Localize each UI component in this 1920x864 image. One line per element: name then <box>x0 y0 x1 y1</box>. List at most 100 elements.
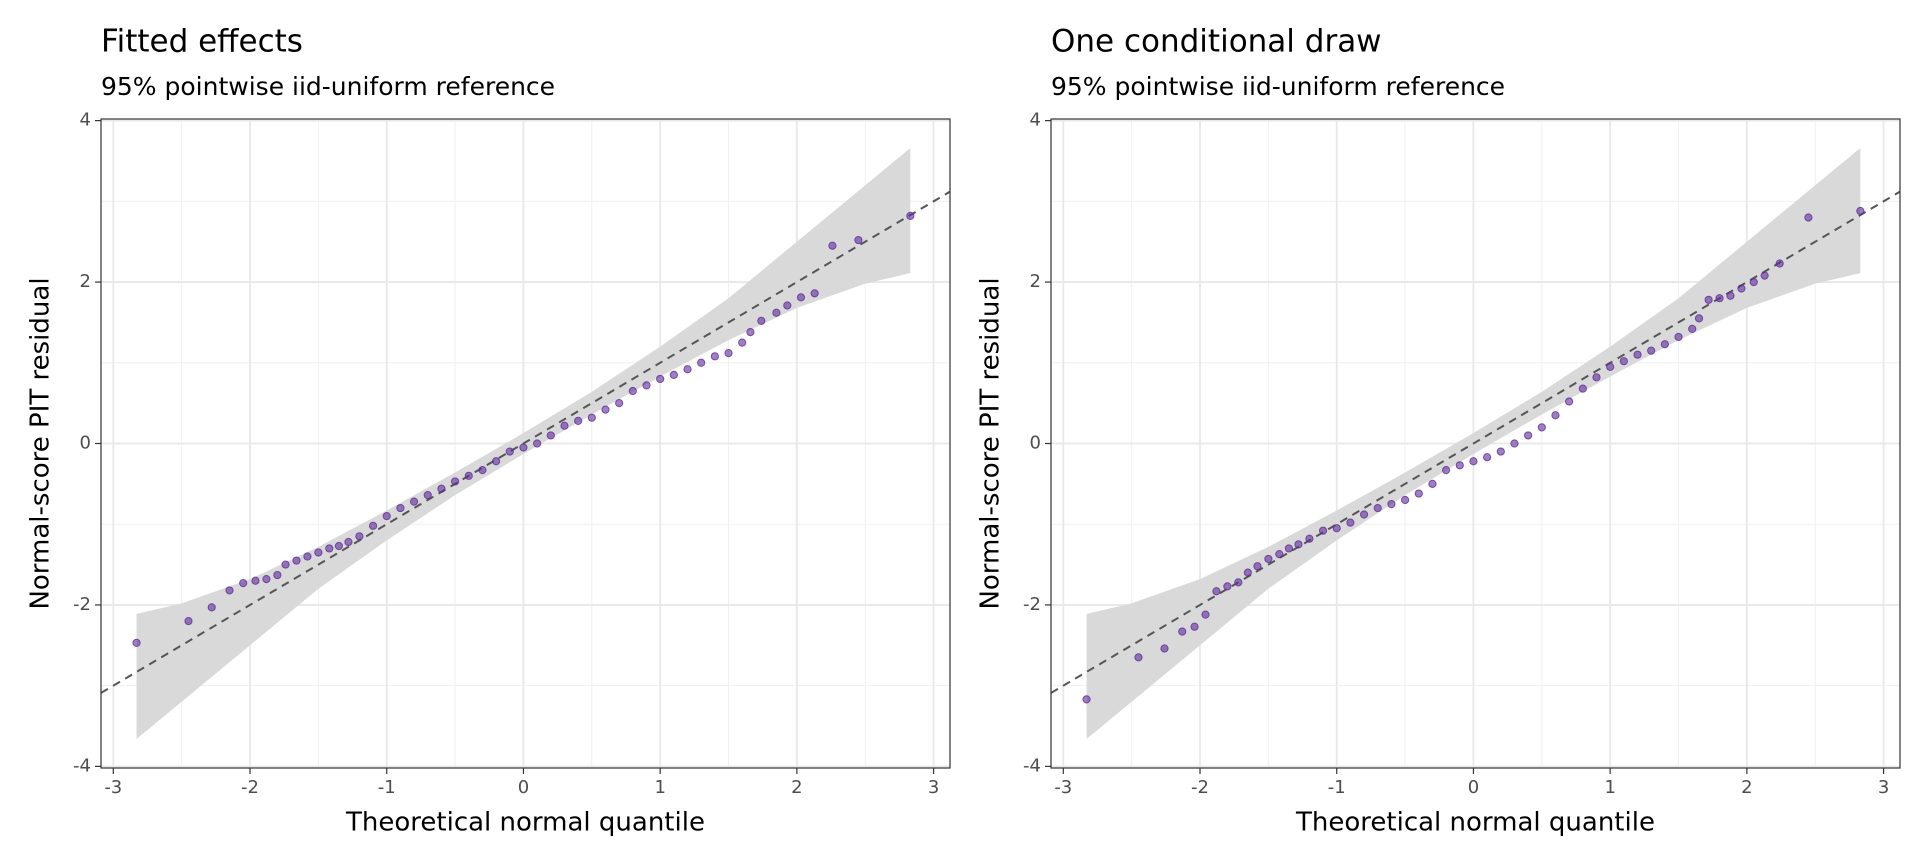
point <box>1619 357 1628 366</box>
point <box>239 579 248 588</box>
point <box>1715 294 1724 303</box>
point <box>478 466 487 475</box>
y-axis-title: Normal-score PIT residual <box>976 277 1006 609</box>
point <box>546 431 555 440</box>
point <box>1760 271 1769 280</box>
y-tick-label: -2 <box>1023 594 1041 615</box>
point <box>1428 479 1437 488</box>
point <box>1647 346 1656 355</box>
point <box>292 556 301 565</box>
panel-subtitle: 95% pointwise iid-uniform reference <box>101 72 555 101</box>
point <box>642 381 651 390</box>
point <box>1856 206 1865 216</box>
point <box>314 548 323 557</box>
point <box>382 512 391 521</box>
plot-border <box>100 118 951 769</box>
point <box>724 348 733 358</box>
point <box>1134 653 1143 662</box>
point <box>450 477 460 486</box>
point <box>628 386 637 396</box>
point <box>1178 627 1187 636</box>
point <box>615 399 624 408</box>
point <box>1606 362 1615 371</box>
x-tick-label: 3 <box>1878 777 1889 798</box>
x-tick-label: 0 <box>1468 777 1479 798</box>
panel: One conditional draw 95% pointwise iid-un… <box>976 24 1901 838</box>
point <box>1400 495 1410 505</box>
point <box>396 503 405 513</box>
point <box>1694 314 1704 323</box>
point <box>1414 489 1423 498</box>
point <box>656 374 665 384</box>
point <box>1688 324 1697 333</box>
point <box>1524 431 1533 440</box>
point <box>1253 562 1262 571</box>
x-tick-label: -3 <box>1054 777 1072 798</box>
point <box>796 293 806 302</box>
point <box>1264 554 1273 564</box>
point <box>273 570 282 580</box>
point <box>1212 587 1221 596</box>
point <box>1332 524 1341 533</box>
point <box>1510 439 1519 448</box>
point <box>828 241 837 250</box>
point <box>325 544 334 553</box>
point <box>519 443 528 452</box>
point <box>601 405 610 414</box>
point <box>344 537 353 547</box>
y-tick-label: 0 <box>1030 433 1041 454</box>
x-tick-label: -2 <box>1191 777 1209 798</box>
point <box>132 638 141 647</box>
point <box>1387 499 1396 509</box>
point <box>1674 332 1683 342</box>
point <box>533 439 542 448</box>
point <box>710 352 719 361</box>
y-axis-title: Normal-score PIT residual <box>26 277 56 609</box>
point <box>1737 284 1746 293</box>
point <box>251 576 260 585</box>
point <box>1082 695 1091 704</box>
point <box>303 552 312 561</box>
point <box>1469 457 1478 466</box>
point <box>464 471 473 480</box>
point <box>207 603 216 612</box>
point <box>746 328 755 337</box>
point <box>1578 384 1587 393</box>
x-axis-title: Theoretical normal quantile <box>1295 808 1655 838</box>
y-tick-label: 4 <box>1030 110 1041 131</box>
point <box>1660 340 1669 349</box>
y-tick-label: 2 <box>1030 271 1041 292</box>
panel-subtitle: 95% pointwise iid-uniform reference <box>1051 72 1505 101</box>
x-tick-label: 2 <box>1741 777 1752 798</box>
point <box>1483 453 1492 462</box>
point <box>1592 373 1601 382</box>
point <box>854 235 863 245</box>
point <box>574 416 583 425</box>
point <box>669 370 678 379</box>
point <box>1275 549 1284 559</box>
x-tick-label: -1 <box>378 777 396 798</box>
point <box>1305 534 1314 543</box>
point <box>1294 540 1303 549</box>
point <box>810 289 819 298</box>
x-tick-label: 3 <box>928 777 939 798</box>
plot-border <box>1050 118 1901 769</box>
point <box>1234 578 1243 587</box>
point <box>1243 568 1252 577</box>
x-tick-label: -2 <box>241 777 259 798</box>
point <box>1318 526 1328 535</box>
point <box>1284 544 1293 553</box>
y-tick-label: -4 <box>73 755 91 776</box>
x-axis-title: Theoretical normal quantile <box>345 808 705 838</box>
point <box>783 301 792 310</box>
point <box>1704 295 1713 304</box>
y-tick-label: 0 <box>80 433 91 454</box>
y-tick-label: 4 <box>80 110 91 131</box>
reference-line <box>100 190 951 694</box>
x-tick-label: -1 <box>1328 777 1346 798</box>
point <box>355 532 364 541</box>
point <box>757 316 766 325</box>
point <box>505 447 514 456</box>
x-tick-label: 2 <box>791 777 802 798</box>
